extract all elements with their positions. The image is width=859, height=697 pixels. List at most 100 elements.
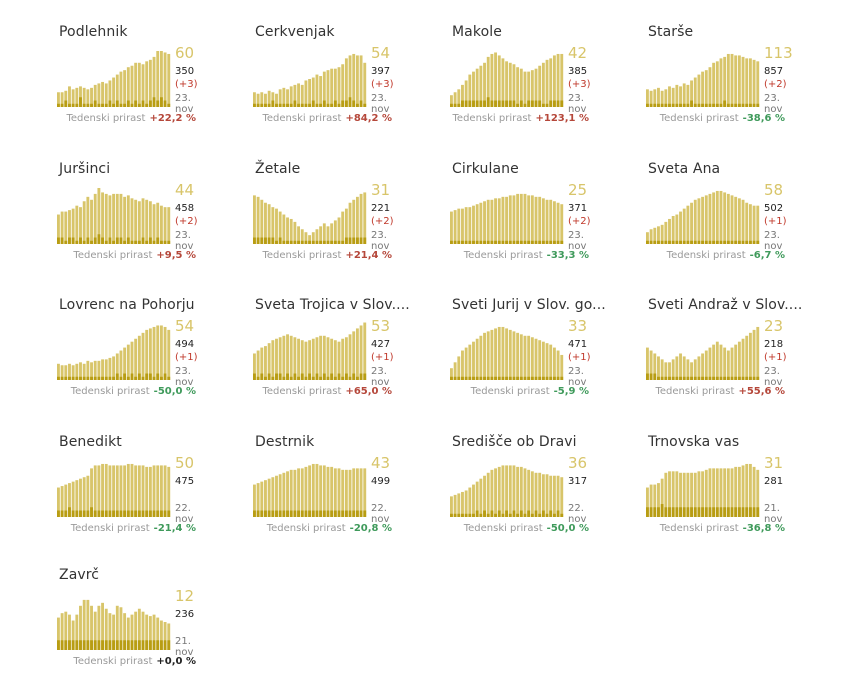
new-cases-bar	[141, 640, 145, 650]
active-cases-bar	[82, 87, 86, 107]
active-cases-bar	[534, 68, 538, 107]
active-cases-bar	[671, 87, 675, 107]
active-cases-bar	[450, 95, 453, 107]
weekly-growth-label: Tedenski prirast	[470, 386, 550, 397]
active-cases-bar	[690, 80, 693, 107]
active-cases-bar	[649, 350, 653, 380]
new-cases-bar	[60, 640, 64, 650]
new-cases-bar	[156, 373, 160, 380]
total-cases-value: 458	[175, 203, 195, 214]
active-cases-bar	[675, 471, 679, 517]
new-cases-bar	[278, 373, 282, 380]
municipality-name: Središče ob Dravi	[452, 434, 577, 450]
active-cases-bar	[450, 496, 453, 517]
active-cases-bar	[71, 481, 75, 517]
active-cases-value: 54	[371, 44, 391, 62]
new-cases-bar	[668, 376, 671, 380]
new-cases-bar	[461, 513, 464, 517]
active-cases-bar	[297, 468, 300, 517]
active-cases-bar	[541, 341, 545, 380]
new-cases-bar	[541, 240, 545, 244]
active-cases-bar	[505, 61, 509, 107]
active-cases-bar	[341, 64, 345, 107]
new-cases-bar	[519, 376, 523, 380]
active-cases-bar	[112, 193, 116, 244]
new-cases-bar	[453, 376, 457, 380]
active-cases-bar	[68, 210, 71, 244]
new-cases-bar	[534, 376, 538, 380]
active-cases-bar	[664, 362, 668, 380]
active-cases-bar	[311, 77, 315, 107]
active-cases-bar	[79, 207, 82, 244]
new-cases-bar	[741, 507, 745, 517]
new-cases-bar	[264, 237, 267, 244]
active-cases-bar	[453, 92, 457, 107]
active-cases-bar	[71, 208, 75, 244]
active-cases-bar	[275, 208, 278, 244]
active-cases-bar	[315, 74, 319, 107]
active-cases-bar	[108, 80, 112, 107]
new-cases-bar	[479, 376, 483, 380]
municipality-card: Zavrč 12 236 21. nov Tedenski prirast +0,0 %	[0, 567, 196, 697]
new-cases-bar	[752, 103, 756, 107]
active-cases-bar	[668, 362, 671, 380]
last-update-date: 23. nov	[764, 366, 783, 388]
active-cases-bar	[556, 350, 560, 380]
new-cases-bar	[686, 240, 690, 244]
new-cases-bar	[497, 376, 501, 380]
active-cases-bar	[756, 61, 760, 107]
new-cases-bar	[363, 373, 367, 380]
new-cases-bar	[552, 240, 556, 244]
new-cases-bar	[748, 240, 752, 244]
new-cases-bar	[260, 237, 264, 244]
new-cases-bar	[130, 640, 134, 650]
new-cases-bar	[741, 376, 745, 380]
new-cases-bar	[679, 507, 682, 517]
new-cases-bar	[708, 103, 712, 107]
weekly-growth: Tedenski prirast +21,4 %	[262, 250, 392, 261]
municipality-card: Sveti Jurij v Slov. go... 33 471 (+1) 23. no…	[393, 297, 606, 427]
new-cases-bar	[68, 237, 71, 244]
active-cases-bar	[104, 608, 108, 650]
new-cases-bar	[752, 240, 756, 244]
new-cases-bar	[527, 376, 531, 380]
municipality-card: Trnovska vas 31 281 21. nov Tedenski prirast…	[589, 434, 785, 564]
active-cases-bar	[159, 465, 163, 517]
active-cases-bar	[315, 463, 319, 517]
active-cases-bar	[508, 465, 512, 517]
active-cases-bar	[549, 199, 553, 244]
active-cases-bar	[505, 465, 509, 517]
new-cases-bar	[82, 376, 86, 380]
new-cases-bar	[508, 100, 512, 107]
active-cases-bar	[289, 218, 293, 244]
new-cases-bar	[730, 376, 734, 380]
trend-sparkline	[253, 322, 367, 380]
new-cases-bar	[293, 240, 297, 244]
active-cases-bar	[660, 224, 664, 244]
active-cases-bar	[326, 466, 330, 517]
new-cases-bar	[461, 376, 464, 380]
active-cases-bar	[148, 201, 152, 244]
active-cases-bar	[145, 614, 149, 650]
active-cases-bar	[541, 474, 545, 517]
municipality-name: Destrnik	[255, 434, 315, 450]
new-cases-bar	[668, 103, 671, 107]
active-cases-bar	[253, 92, 256, 107]
new-cases-bar	[93, 640, 97, 650]
active-cases-bar	[163, 465, 167, 517]
active-cases-bar	[260, 199, 264, 244]
active-cases-bar	[271, 477, 275, 517]
new-cases-bar	[112, 510, 116, 517]
active-cases-bar	[130, 198, 134, 244]
trend-sparkline	[646, 190, 760, 244]
active-cases-bar	[363, 192, 367, 244]
total-cases-value: 385	[568, 66, 588, 77]
active-cases-bar	[64, 484, 68, 517]
daily-change-value: (+1)	[764, 216, 787, 227]
active-cases-bar	[486, 199, 490, 244]
municipality-card: Lovrenc na Pohorju 54 494 (+1) 23. nov Tedens…	[0, 297, 198, 427]
active-cases-bar	[363, 322, 367, 380]
new-cases-bar	[549, 100, 553, 107]
new-cases-bar	[660, 376, 664, 380]
new-cases-bar	[512, 376, 516, 380]
